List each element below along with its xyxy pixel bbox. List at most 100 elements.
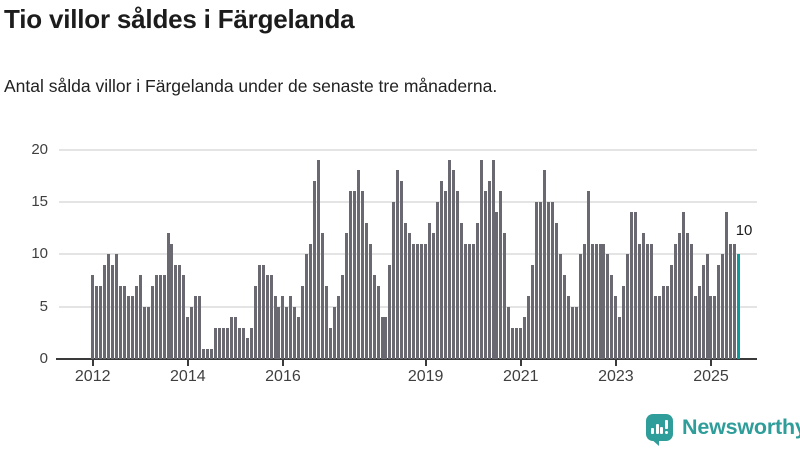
bar: [475, 222, 479, 360]
bar: [344, 233, 348, 360]
bar: [669, 264, 673, 360]
bar: [602, 243, 606, 360]
bar: [535, 201, 539, 360]
x-axis-tick: [91, 360, 94, 367]
bar: [705, 254, 709, 360]
bar: [693, 296, 697, 360]
bar: [198, 296, 202, 360]
bar: [241, 327, 245, 360]
bar: [527, 296, 531, 360]
bar: [499, 191, 503, 360]
bar: [432, 233, 436, 360]
x-axis-label: 2014: [170, 368, 206, 386]
bar: [221, 327, 225, 360]
bar: [677, 233, 681, 360]
bar: [91, 275, 95, 360]
bar: [408, 233, 412, 360]
bar: [578, 254, 582, 360]
bar: [380, 317, 384, 360]
bar: [654, 296, 657, 360]
bar: [388, 264, 392, 360]
bar: [471, 243, 475, 360]
bar: [166, 233, 170, 360]
bar: [269, 275, 273, 360]
bar: [424, 243, 428, 360]
bar: [447, 159, 451, 360]
bar: [182, 275, 186, 360]
bar: [336, 296, 340, 360]
bar: [305, 254, 309, 360]
bar: [376, 285, 380, 360]
x-axis-tick: [519, 360, 522, 367]
bar: [412, 243, 416, 360]
bar: [233, 317, 237, 360]
bar: [642, 233, 646, 360]
newsworthy-icon: [646, 414, 673, 446]
y-axis-label: 10: [31, 245, 48, 263]
bar: [614, 296, 618, 360]
bar: [372, 275, 376, 360]
bar: [638, 243, 642, 360]
bar: [733, 243, 737, 360]
bar: [507, 306, 511, 360]
bar: [178, 264, 182, 360]
bar: [99, 285, 103, 360]
bar: [657, 296, 661, 360]
gridline: [59, 200, 757, 203]
bar: [443, 191, 447, 360]
bar: [685, 233, 689, 360]
speech-bubble-tail-icon: [650, 438, 659, 446]
x-axis-tick: [186, 360, 189, 367]
bar: [404, 222, 408, 360]
bar: [265, 275, 269, 360]
bar: [436, 201, 440, 360]
bar: [531, 264, 535, 360]
newsworthy-wordmark: Newsworthy: [682, 415, 800, 439]
bar: [174, 264, 178, 360]
bar: [95, 285, 99, 360]
y-axis-label: 15: [31, 192, 48, 210]
bar: [416, 243, 420, 360]
bar: [348, 191, 352, 360]
bar: [721, 254, 725, 360]
bar: [214, 327, 218, 360]
bar: [245, 338, 249, 360]
bar: [455, 191, 459, 360]
bar: [451, 170, 455, 360]
bar: [392, 201, 396, 360]
bar: [725, 212, 729, 360]
bar: [467, 243, 471, 360]
bar: [218, 327, 222, 360]
bar: [483, 191, 487, 360]
bar: [566, 296, 570, 360]
bar: [297, 317, 301, 360]
x-axis-tick: [424, 360, 427, 367]
bar: [574, 306, 578, 360]
bar: [368, 243, 372, 360]
x-axis-label: 2016: [265, 368, 301, 386]
value-label: 10: [735, 222, 753, 240]
bar: [519, 327, 523, 360]
gridline: [59, 253, 757, 256]
bar: [273, 296, 277, 360]
x-axis-line: [56, 358, 757, 361]
bar: [515, 327, 519, 360]
chart-subtitle: Antal sålda villor i Färgelanda under de…: [4, 76, 498, 96]
bar: [582, 243, 586, 360]
bar: [118, 285, 122, 360]
bar: [285, 306, 289, 360]
bar: [202, 348, 206, 360]
bar: [546, 201, 550, 360]
bar: [689, 243, 693, 360]
gridline: [59, 148, 757, 151]
bar: [146, 306, 150, 360]
bar: [138, 275, 142, 360]
bar: [261, 264, 265, 360]
bar: [170, 243, 174, 360]
bar: [610, 275, 614, 360]
x-axis-label: 2012: [74, 368, 111, 386]
bar: [190, 306, 194, 360]
bar: [364, 222, 368, 360]
bar: [618, 317, 622, 360]
